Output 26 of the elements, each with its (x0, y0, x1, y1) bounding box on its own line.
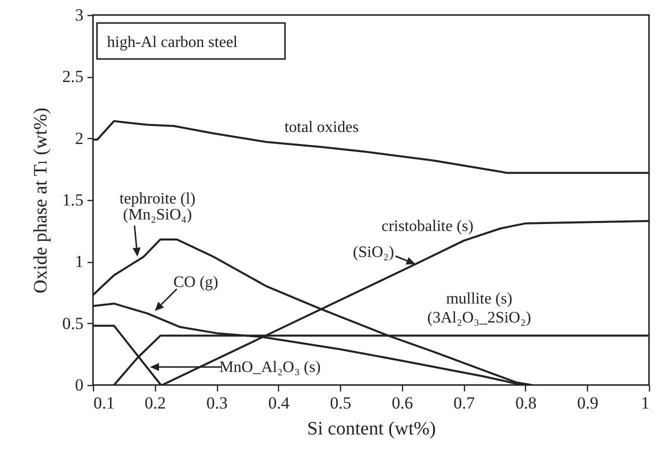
x-tick-label: 0.5 (330, 394, 352, 412)
y-tick-label: 2 (75, 128, 84, 148)
x-tick-label: 0.6 (392, 394, 414, 412)
y-tick-label: 1 (75, 252, 84, 272)
y-tick-label: 0.5 (62, 314, 84, 333)
y-tick-label: 0 (75, 376, 84, 394)
y-tick-label: 1.5 (62, 190, 84, 210)
y-tick-label: 3 (75, 6, 84, 24)
annotation: high-Al carbon steel (107, 34, 238, 51)
x-tick-label: 0.9 (577, 394, 598, 412)
x-tick-label: 0.3 (206, 394, 228, 412)
x-tick-label: 1 (641, 394, 650, 412)
y-axis-title: Oxide phase at Tₗ (wt%) (30, 108, 52, 294)
x-tick-label: 0.1 (94, 394, 115, 412)
x-tick-label: 0.2 (144, 394, 166, 412)
annotation: CO (g) (173, 274, 218, 291)
annotation: tephroite (l) (Mn₂SiO₄) (119, 190, 196, 224)
x-tick-label: 0.8 (515, 394, 537, 412)
x-tick-label: 0.7 (454, 394, 476, 412)
annotation: total oxides (284, 118, 359, 136)
y-tick-label: 2.5 (62, 67, 84, 86)
annotation: mullite (s) (3Al₂O₃_2SiO₂) (427, 290, 532, 327)
x-axis-title: Si content (wt%) (307, 418, 436, 440)
annotation: cristobalite (s) (SiO₂) (352, 218, 474, 262)
x-tick-label: 0.4 (268, 394, 290, 412)
annotation: MnO_Al₂O₃ (s) (219, 359, 321, 376)
